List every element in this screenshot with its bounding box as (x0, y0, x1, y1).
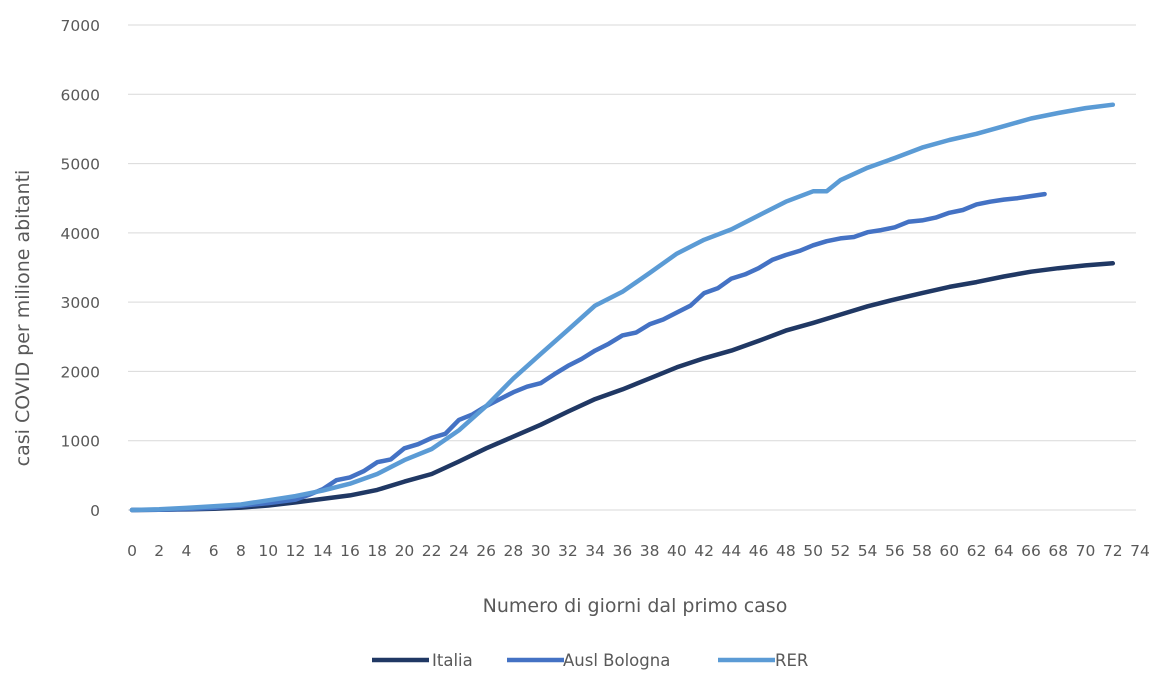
x-tick-label: 66 (1021, 542, 1041, 560)
x-tick-label: 32 (558, 542, 578, 560)
x-tick-label: 22 (422, 542, 442, 560)
x-tick-label: 30 (531, 542, 551, 560)
series-line-italia (129, 261, 1116, 513)
series-lines (129, 102, 1116, 513)
x-axis-ticks: 0 2 4 6 8 10 12 14 16 18 20 22 24 26 28 30 32 34 36 38 40 42 4… (127, 542, 1150, 560)
x-tick-label: 16 (340, 542, 360, 560)
x-tick-label: 58 (912, 542, 932, 560)
x-tick-label: 62 (967, 542, 987, 560)
gridlines (128, 24, 1136, 511)
x-tick-label: 36 (613, 542, 633, 560)
x-tick-label: 50 (803, 542, 823, 560)
legend: Italia Ausl Bologna RER (372, 651, 808, 670)
x-tick-label: 72 (1103, 542, 1123, 560)
x-tick-label: 0 (127, 542, 137, 560)
legend-label-ausl-bologna: Ausl Bologna (563, 651, 670, 670)
series-line-rer (129, 102, 1116, 513)
x-tick-label: 14 (313, 542, 333, 560)
x-tick-label: 8 (236, 542, 246, 560)
x-tick-label: 20 (395, 542, 415, 560)
x-tick-label: 54 (858, 542, 878, 560)
y-tick-label: 3000 (61, 294, 100, 312)
x-tick-label: 6 (209, 542, 219, 560)
legend-label-rer: RER (775, 651, 808, 670)
y-tick-label: 5000 (61, 156, 100, 174)
y-tick-label: 1000 (61, 433, 100, 451)
x-tick-label: 26 (476, 542, 496, 560)
x-tick-label: 28 (504, 542, 524, 560)
x-axis-title: Numero di giorni dal primo caso (483, 595, 788, 617)
x-tick-label: 40 (667, 542, 687, 560)
y-axis-ticks: 0 1000 2000 3000 4000 5000 6000 7000 (61, 17, 100, 520)
legend-label-italia: Italia (432, 651, 473, 670)
series-line-ausl-bologna (129, 191, 1047, 513)
x-tick-label: 24 (449, 542, 469, 560)
x-tick-label: 68 (1048, 542, 1068, 560)
y-tick-label: 0 (90, 502, 100, 520)
x-tick-label: 74 (1130, 542, 1150, 560)
x-tick-label: 34 (585, 542, 605, 560)
x-tick-label: 42 (694, 542, 714, 560)
y-axis-title: casi COVID per milione abitanti (12, 170, 34, 467)
y-tick-label: 7000 (61, 17, 100, 35)
x-tick-label: 60 (939, 542, 959, 560)
x-tick-label: 4 (182, 542, 192, 560)
x-tick-label: 46 (749, 542, 769, 560)
y-tick-label: 2000 (61, 363, 100, 381)
x-tick-label: 12 (286, 542, 306, 560)
x-tick-label: 2 (154, 542, 164, 560)
x-tick-label: 56 (885, 542, 905, 560)
x-tick-label: 48 (776, 542, 796, 560)
x-tick-label: 38 (640, 542, 660, 560)
x-tick-label: 52 (830, 542, 850, 560)
y-tick-label: 6000 (61, 86, 100, 104)
x-tick-label: 70 (1076, 542, 1096, 560)
x-tick-label: 18 (367, 542, 387, 560)
x-tick-label: 44 (721, 542, 741, 560)
x-tick-label: 10 (258, 542, 278, 560)
x-tick-label: 64 (994, 542, 1014, 560)
y-tick-label: 4000 (61, 225, 100, 243)
